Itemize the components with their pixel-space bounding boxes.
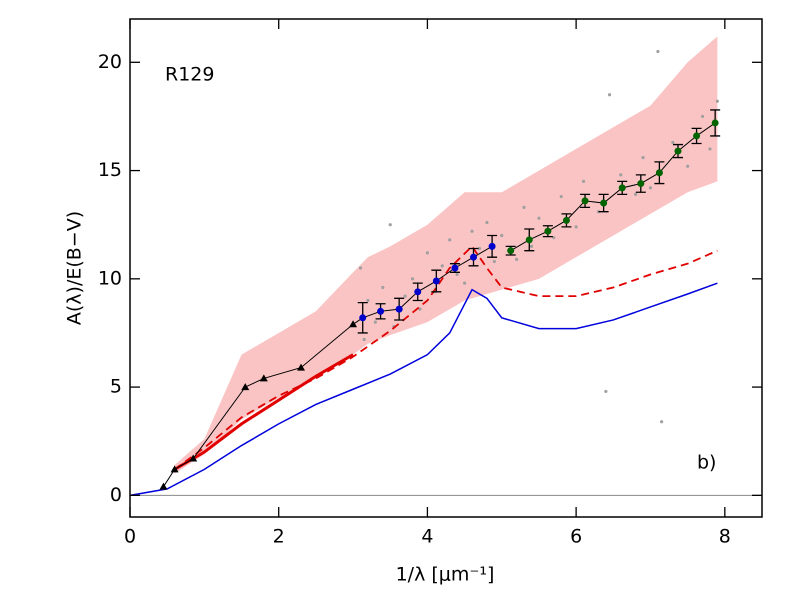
data-point xyxy=(655,169,663,177)
x-tick-label: 4 xyxy=(421,526,433,548)
triangle-marker xyxy=(189,454,198,462)
data-point xyxy=(562,216,570,224)
x-tick-label: 8 xyxy=(719,526,731,548)
scatter-point xyxy=(715,99,719,103)
curve xyxy=(174,244,718,471)
scatter-point xyxy=(358,266,363,270)
data-point xyxy=(600,199,608,207)
data-point xyxy=(544,227,552,235)
triangle-marker xyxy=(159,482,168,490)
scatter-point xyxy=(648,186,653,190)
triangle-marker xyxy=(259,374,268,382)
data-point xyxy=(711,119,719,127)
star-label: R129 xyxy=(165,64,214,86)
y-axis-label: A(λ)/E(B−V) xyxy=(64,211,86,325)
scatter-point xyxy=(477,246,482,251)
range-band xyxy=(174,36,718,474)
x-axis-label: 1/λ [μm⁻¹] xyxy=(396,564,495,586)
scatter-point xyxy=(596,210,601,214)
y-tick-label: 0 xyxy=(110,484,122,506)
triangle-marker xyxy=(170,465,179,473)
data-point xyxy=(637,180,645,188)
scatter-point xyxy=(373,320,377,324)
plot-area xyxy=(129,36,721,497)
scatter-point xyxy=(574,225,578,229)
curve xyxy=(129,282,718,497)
x-tick-label: 0 xyxy=(124,526,136,548)
scatter-point xyxy=(470,229,474,233)
scatter-point xyxy=(381,285,385,290)
scatter-point xyxy=(660,420,664,424)
data-point xyxy=(432,277,440,285)
triangle-marker xyxy=(349,320,358,328)
scatter-point xyxy=(607,93,612,97)
triangle-marker xyxy=(241,383,250,391)
scatter-point xyxy=(455,272,459,277)
data-point xyxy=(451,264,459,272)
data-point xyxy=(693,132,701,140)
scatter-point xyxy=(671,140,675,145)
scatter-point xyxy=(440,264,444,268)
scatter-point xyxy=(410,277,415,281)
y-tick-label: 10 xyxy=(98,267,122,289)
data-point xyxy=(359,314,367,322)
scatter-point xyxy=(388,223,392,227)
data-point xyxy=(581,197,589,205)
data-point xyxy=(525,236,533,244)
scatter-point xyxy=(529,244,534,248)
scatter-point xyxy=(515,257,519,261)
y-tick-label: 20 xyxy=(98,51,122,73)
scatter-point xyxy=(634,192,638,196)
data-point xyxy=(395,305,403,313)
scatter-point xyxy=(656,49,660,54)
scatter-point xyxy=(552,236,556,240)
triangle-marker xyxy=(297,363,306,371)
scatter-point xyxy=(500,233,504,238)
curve xyxy=(163,317,364,487)
scatter-point xyxy=(604,389,608,394)
scatter-point xyxy=(485,220,489,225)
scatter-point xyxy=(700,114,705,119)
x-tick-label: 6 xyxy=(570,526,582,548)
scatter-point xyxy=(462,281,467,285)
x-tick-label: 2 xyxy=(273,526,285,548)
scatter-point xyxy=(619,173,623,177)
scatter-point xyxy=(581,179,586,183)
scatter-point xyxy=(537,216,541,220)
data-point xyxy=(414,288,422,296)
panel-label: b) xyxy=(697,452,716,474)
scatter-point xyxy=(448,238,452,242)
scatter-point xyxy=(522,205,526,209)
y-tick-label: 5 xyxy=(110,376,122,398)
scatter-point xyxy=(492,259,496,264)
scatter-point xyxy=(362,337,366,342)
data-point xyxy=(488,242,496,250)
scatter-point xyxy=(641,155,645,160)
scatter-point xyxy=(708,147,712,151)
scatter-point xyxy=(559,194,563,199)
data-point xyxy=(470,253,478,261)
y-tick-label: 15 xyxy=(98,159,122,181)
scatter-point xyxy=(366,298,370,303)
data-point xyxy=(618,184,626,192)
data-point xyxy=(377,307,385,315)
curve xyxy=(173,353,354,471)
scatter-point xyxy=(686,164,690,168)
axes-frame xyxy=(129,18,763,518)
data-point xyxy=(507,247,515,255)
data-point xyxy=(674,147,682,155)
scatter-point xyxy=(403,294,407,298)
scatter-point xyxy=(425,251,430,255)
